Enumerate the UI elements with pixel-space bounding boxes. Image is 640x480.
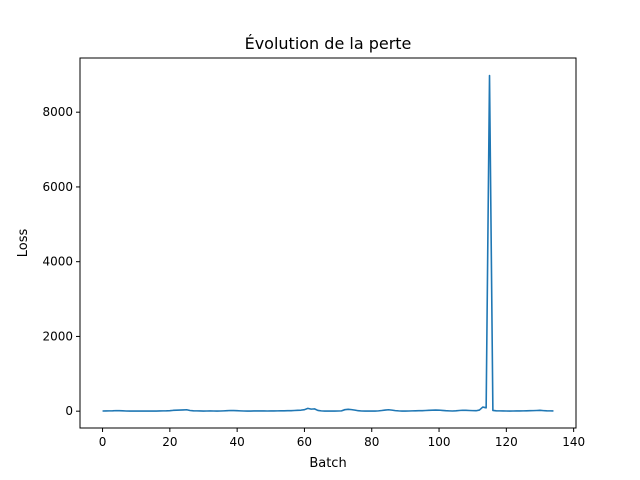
y-tick-label: 4000 [42,255,73,269]
x-axis-label: Batch [309,456,346,471]
y-axis-label: Loss [16,229,31,258]
y-tick-label: 6000 [42,180,73,194]
x-tick-label: 100 [428,435,451,449]
x-tick-label: 80 [364,435,379,449]
x-tick-label: 40 [230,435,245,449]
chart-title: Évolution de la perte [245,34,412,53]
x-tick-label: 20 [162,435,177,449]
y-tick-label: 2000 [42,329,73,343]
x-tick-label: 0 [99,435,107,449]
x-axis: 0 20 40 60 80 100 120 140 [99,428,585,449]
y-tick-label: 0 [65,404,73,418]
plot-area [102,74,554,412]
x-tick-label: 60 [297,435,312,449]
y-tick-label: 8000 [42,105,73,119]
x-tick-label: 120 [495,435,518,449]
x-tick-label: 140 [562,435,585,449]
plot-frame [79,57,577,429]
y-axis: 0 2000 4000 6000 8000 [42,105,80,418]
loss-series-line [102,74,554,412]
